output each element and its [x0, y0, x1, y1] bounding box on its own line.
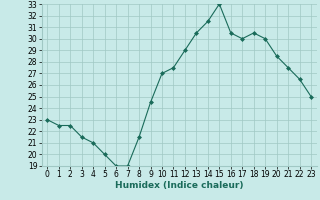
- X-axis label: Humidex (Indice chaleur): Humidex (Indice chaleur): [115, 181, 244, 190]
